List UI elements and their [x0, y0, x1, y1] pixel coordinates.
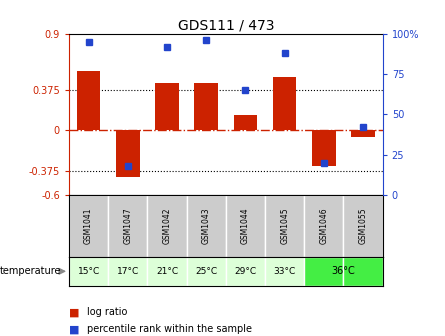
- Bar: [304, 195, 344, 257]
- Text: GSM1043: GSM1043: [202, 208, 211, 244]
- Bar: [344, 195, 383, 257]
- Text: 25°C: 25°C: [195, 267, 217, 276]
- Bar: [108, 257, 147, 286]
- Bar: [147, 257, 186, 286]
- Bar: [147, 195, 186, 257]
- Text: 29°C: 29°C: [235, 267, 256, 276]
- Title: GDS111 / 473: GDS111 / 473: [178, 18, 274, 33]
- Bar: [265, 195, 304, 257]
- Text: GSM1042: GSM1042: [162, 208, 171, 244]
- Bar: [344, 257, 383, 286]
- Text: GSM1045: GSM1045: [280, 208, 289, 244]
- Text: GSM1047: GSM1047: [123, 208, 132, 244]
- Bar: [77, 71, 100, 130]
- Bar: [226, 195, 265, 257]
- Bar: [116, 130, 140, 177]
- Bar: [312, 130, 336, 166]
- Bar: [108, 195, 147, 257]
- Text: log ratio: log ratio: [87, 307, 127, 318]
- Text: 36°C: 36°C: [332, 266, 356, 276]
- Bar: [194, 83, 218, 130]
- Bar: [69, 257, 108, 286]
- Text: temperature: temperature: [0, 266, 61, 276]
- Bar: [186, 257, 226, 286]
- Text: 15°C: 15°C: [77, 267, 100, 276]
- Text: 17°C: 17°C: [117, 267, 139, 276]
- Bar: [155, 83, 179, 130]
- Bar: [304, 257, 344, 286]
- Text: ■: ■: [69, 307, 80, 318]
- Text: 33°C: 33°C: [274, 267, 296, 276]
- Bar: [273, 77, 296, 130]
- Text: ■: ■: [69, 324, 80, 334]
- Bar: [265, 257, 304, 286]
- Text: percentile rank within the sample: percentile rank within the sample: [87, 324, 252, 334]
- Text: GSM1046: GSM1046: [320, 208, 328, 244]
- Text: GSM1044: GSM1044: [241, 208, 250, 244]
- Bar: [186, 195, 226, 257]
- Bar: [352, 130, 375, 137]
- Bar: [69, 195, 108, 257]
- Text: GSM1055: GSM1055: [359, 208, 368, 244]
- Text: 21°C: 21°C: [156, 267, 178, 276]
- Bar: [226, 257, 265, 286]
- Text: GSM1041: GSM1041: [84, 208, 93, 244]
- Bar: [234, 115, 257, 130]
